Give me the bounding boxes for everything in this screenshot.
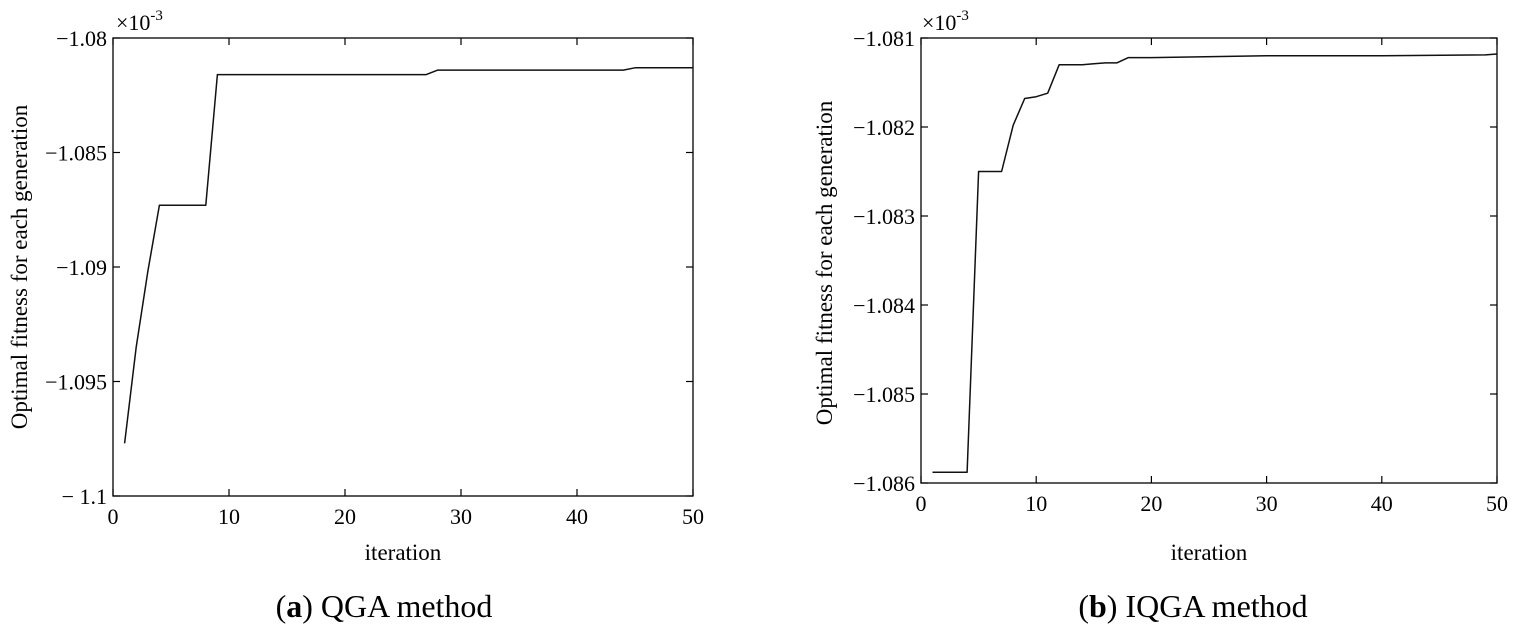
chart-panel-qga: 0 10 20 30 40 50 − 1.1−1.095−1.09−1.085−1.08 …	[7, 8, 704, 624]
x-tick-label: 50	[682, 504, 704, 529]
y-axis-label: Optimal fitness for each generation	[812, 100, 837, 425]
x-tick-label: 30	[1256, 491, 1278, 516]
plot-frame	[920, 37, 1498, 484]
axis-multiplier: ×10-3	[116, 8, 163, 35]
x-tick-labels: 0 10 20 30 40 50	[916, 491, 1509, 516]
y-tick-label: −1.084	[853, 293, 915, 318]
plot-frame	[112, 37, 694, 497]
chart-panel-iqga: 0 10 20 30 40 50 −1.086−1.085−1.084−1.083−1.0…	[812, 8, 1508, 624]
tick-marks	[920, 37, 1498, 484]
y-tick-label: −1.09	[56, 255, 107, 280]
y-tick-labels: − 1.1 −1.095 −1.09 −1.085 −1.08	[45, 26, 107, 509]
y-tick-label: −1.08	[56, 26, 107, 51]
series-line	[123, 67, 693, 444]
x-tick-label: 30	[450, 504, 472, 529]
x-tick-label: 50	[1486, 491, 1508, 516]
panel-caption: (b) IQGA method	[1078, 588, 1307, 624]
x-tick-label: 40	[1371, 491, 1393, 516]
panel-caption: (a) QGA method	[276, 588, 493, 624]
x-axis-label: iteration	[1171, 540, 1248, 565]
x-tick-label: 40	[566, 504, 588, 529]
y-tick-label: −1.082	[853, 115, 915, 140]
y-tick-label: −1.085	[45, 141, 107, 166]
y-axis-label: Optimal fitness for each generation	[7, 104, 32, 429]
x-tick-label: 20	[1140, 491, 1162, 516]
y-tick-labels: −1.086 −1.085 −1.084 −1.083 −1.082 −1.081	[853, 26, 915, 496]
y-tick-label: −1.085	[853, 382, 915, 407]
x-axis-label: iteration	[365, 540, 442, 565]
axis-multiplier: ×10-3	[922, 8, 969, 35]
x-tick-label: 0	[916, 491, 927, 516]
x-tick-labels: 0 10 20 30 40 50	[108, 504, 705, 529]
y-tick-label: −1.095	[45, 370, 107, 395]
x-tick-label: 20	[334, 504, 356, 529]
x-tick-label: 10	[1025, 491, 1047, 516]
tick-marks	[112, 37, 694, 497]
y-tick-label: −1.086	[853, 471, 915, 496]
x-tick-label: 0	[108, 504, 119, 529]
y-tick-label: − 1.1	[62, 484, 107, 509]
series-line	[932, 53, 1498, 474]
y-tick-label: −1.081	[853, 26, 915, 51]
y-tick-label: −1.083	[853, 204, 915, 229]
x-tick-label: 10	[218, 504, 240, 529]
